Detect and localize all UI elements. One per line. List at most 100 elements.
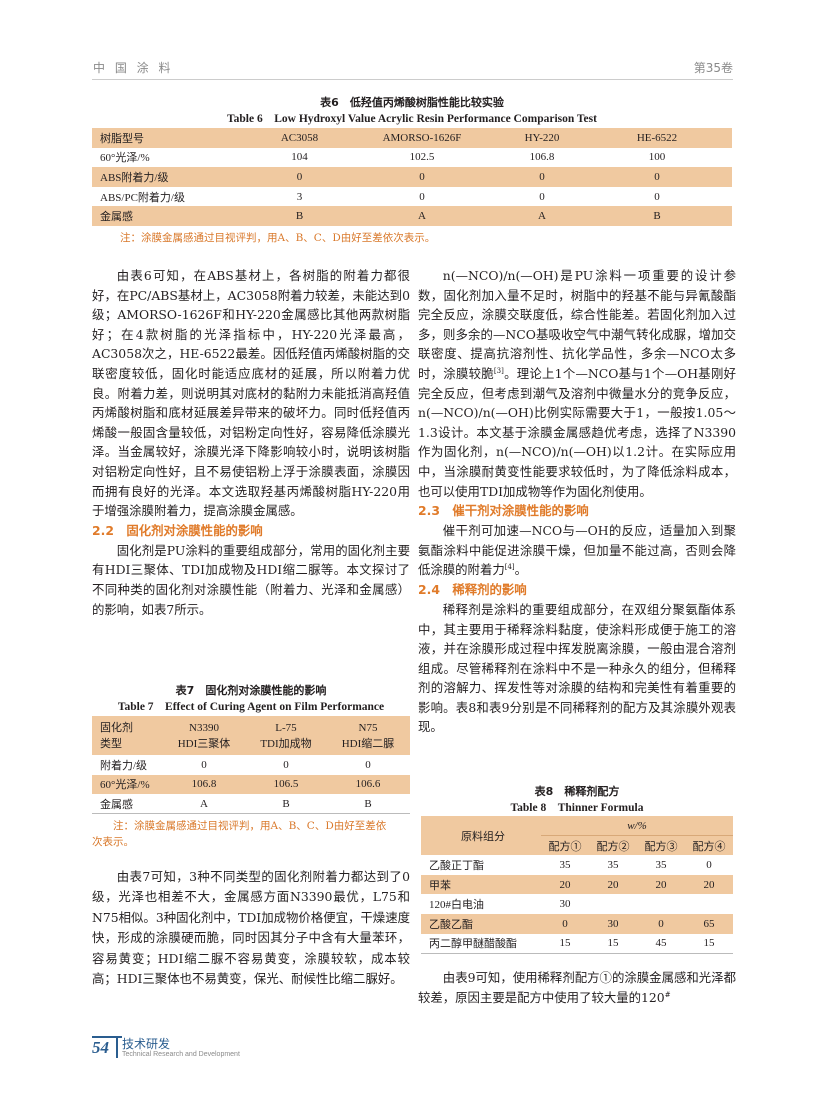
table-cell: 15 [559,937,571,950]
section-heading-2-2: 2.2 固化剂对涂膜性能的影响 [92,522,263,538]
footer-section-cn: 技术研发 [122,1037,171,1051]
table-cell: 丙二醇甲醚醋酸酯 [429,938,517,951]
table-cell: 配方② [596,840,630,853]
table7-caption-cn: 表7 固化剂对涂膜性能的影响 [175,684,327,697]
paragraph: 由表9可知，使用稀释剂配方①的涂膜金属感和光泽都较差，原因主要是配方中使用了较大… [418,968,736,1007]
header-line: N75 [358,721,378,734]
table-cell: 0 [283,758,289,771]
table-cell: 106.8 [529,151,555,164]
page-number: 54 [92,1038,109,1057]
table6-caption-en: Table 6 Low Hydroxyl Value Acrylic Resin… [227,113,597,125]
table-cell: B [282,797,290,810]
table-cell: 30 [607,917,619,930]
table-cell [589,894,637,914]
table-cell: 0 [654,170,660,183]
table-cell: 0 [706,858,712,871]
table-header-row: 固化剂类型 N3390 HDI三聚体 L-75 TDI加成物 N75 HDI缩二脲 [92,716,410,755]
table-row: 金属感 A B B [92,794,410,814]
table7-note: 注：涂膜金属感通过目视评判，用A、B、C、D由好至差依次表示。 [92,820,387,848]
header-line: L-75 [275,721,297,734]
table-cell [637,894,685,914]
paragraph: 稀释剂是涂料的重要组成部分，在双组分聚氨酯体系中，其主要用于稀释涂料黏度，使涂料… [418,601,736,735]
footer-rule [92,1036,122,1038]
table-cell: 35 [607,858,619,871]
table-cell: 树脂型号 [100,132,144,145]
table-row: 60°光泽/% 104 102.5 106.8 100 [92,148,732,168]
table-cell: L-75 TDI加成物 [246,716,326,755]
table-cell: 乙酸乙酯 [429,918,473,931]
table-row: 60°光泽/% 106.8 106.5 106.6 [92,774,410,795]
table-row: ABS附着力/级 0 0 0 0 [92,167,732,187]
header-line: 类型 [100,737,122,750]
table-cell: 配方① [548,840,582,853]
table-cell: 固化剂 类型 [92,716,162,755]
paragraph: 由表6可知，在ABS基材上，各树脂的附着力都很好，在PC/ABS基材上，AC30… [92,268,410,519]
table-cell [685,894,733,914]
section-heading-2-3: 2.3 催干剂对涂膜性能的影响 [418,503,589,519]
table-header-row: 原料组分 w/% [421,816,733,843]
table-cell: AMORSO-1626F [382,131,462,144]
table-cell: HE-6522 [636,131,678,144]
table-cell: 100 [648,151,666,164]
table-cell: 0 [654,190,660,203]
table-cell: 配方④ [692,840,726,853]
table-cell: 金属感 [100,798,133,811]
table-cell: 附着力/级 [100,759,148,772]
table-cell: 3 [296,190,303,203]
header-rule [92,79,733,80]
header-line: HDI缩二脲 [341,737,395,750]
header-line: HDI三聚体 [177,737,231,750]
table-row: 120#白电油 30 [421,894,733,914]
journal-name: 中 国 涂 料 [93,61,174,75]
table6: 树脂型号 AC3058 AMORSO-1626F HY-220 HE-6522 60°光… [92,128,732,226]
table-cell: B [364,797,372,810]
table-cell: B [295,210,304,223]
table7-caption-en: Table 7 Effect of Curing Agent on Film P… [117,701,385,713]
paragraph: 固化剂是PU涂料的重要组成部分，常用的固化剂主要有HDI三聚体、TDI加成物及H… [92,542,410,617]
table-header-row: 树脂型号 AC3058 AMORSO-1626F HY-220 HE-6522 [92,128,732,148]
text: n(—NCO)/n(—OH)是PU涂料一项重要的设计参数，固化剂加入量不足时，树… [418,268,736,381]
table-cell: 甲苯 [429,879,451,892]
table-row: 乙酸正丁酯 35 35 35 0 [421,855,733,875]
header-line: TDI加成物 [260,737,312,750]
table-cell: 0 [365,758,371,771]
text: 由表9可知，使用稀释剂配方①的涂膜金属感和光泽都较差，原因主要是配方中使用了较大… [418,970,736,1005]
left-column-lower: 由表7可知，3种不同类型的固化剂附着力都达到了0级，光泽也相差不大，金属感方面N… [92,867,410,989]
superscript: # [664,990,671,999]
table-cell: 60°光泽/% [100,779,150,792]
table8: 原料组分 w/% 配方① 配方② 配方③ 配方④ 乙酸正丁酯 35 35 35 0 甲苯 20 20… [421,816,733,954]
right-column: n(—NCO)/n(—OH)是PU涂料一项重要的设计参数，固化剂加入量不足时，树… [418,266,736,737]
table-cell: 原料组分 [461,830,505,843]
citation: [4] [504,563,515,572]
table-cell: A [418,210,426,223]
table-cell: 0 [539,170,545,183]
volume: 第35卷 [693,61,733,75]
table-cell: 15 [607,937,619,950]
header-line: N3390 [189,721,219,734]
citation: [3] [493,366,504,375]
table7: 固化剂类型 N3390 HDI三聚体 L-75 TDI加成物 N75 HDI缩二脲 附… [92,716,410,815]
table-cell: 35 [655,858,667,871]
table-cell: 15 [703,937,715,950]
paragraph: 催干剂可加速—NCO与—OH的反应，适量加入到聚氨酯涂料中能促进涂膜干燥，但加量… [418,521,736,580]
footer-bar [116,1036,118,1058]
table-cell: 20 [607,878,619,891]
table-cell: N75 HDI缩二脲 [326,716,410,755]
header-line: 固化剂 [100,721,133,734]
table-cell: 0 [419,190,425,203]
text: 。理论上1个—NCO基与1个—OH基刚好完全反应，但考虑到潮气及溶剂中微量水分的… [418,365,737,499]
table-cell: A [538,210,546,223]
text: 。 [514,562,528,578]
table-cell: 35 [559,858,571,871]
right-column-lower: 由表9可知，使用稀释剂配方①的涂膜金属感和光泽都较差，原因主要是配方中使用了较大… [418,968,736,1007]
table-cell: 20 [655,878,667,891]
table-cell: 65 [703,917,715,930]
table-cell: 60°光泽/% [100,152,150,165]
paragraph: n(—NCO)/n(—OH)是PU涂料一项重要的设计参数，固化剂加入量不足时，树… [418,266,736,501]
table-row: ABS/PC附着力/级 3 0 0 0 [92,187,732,207]
table-cell: ABS附着力/级 [100,171,169,184]
table-cell: 106.8 [191,778,217,791]
table-cell: ABS/PC附着力/级 [100,191,185,204]
table-row: 甲苯 20 20 20 20 [421,874,733,895]
table-cell: B [653,210,661,223]
